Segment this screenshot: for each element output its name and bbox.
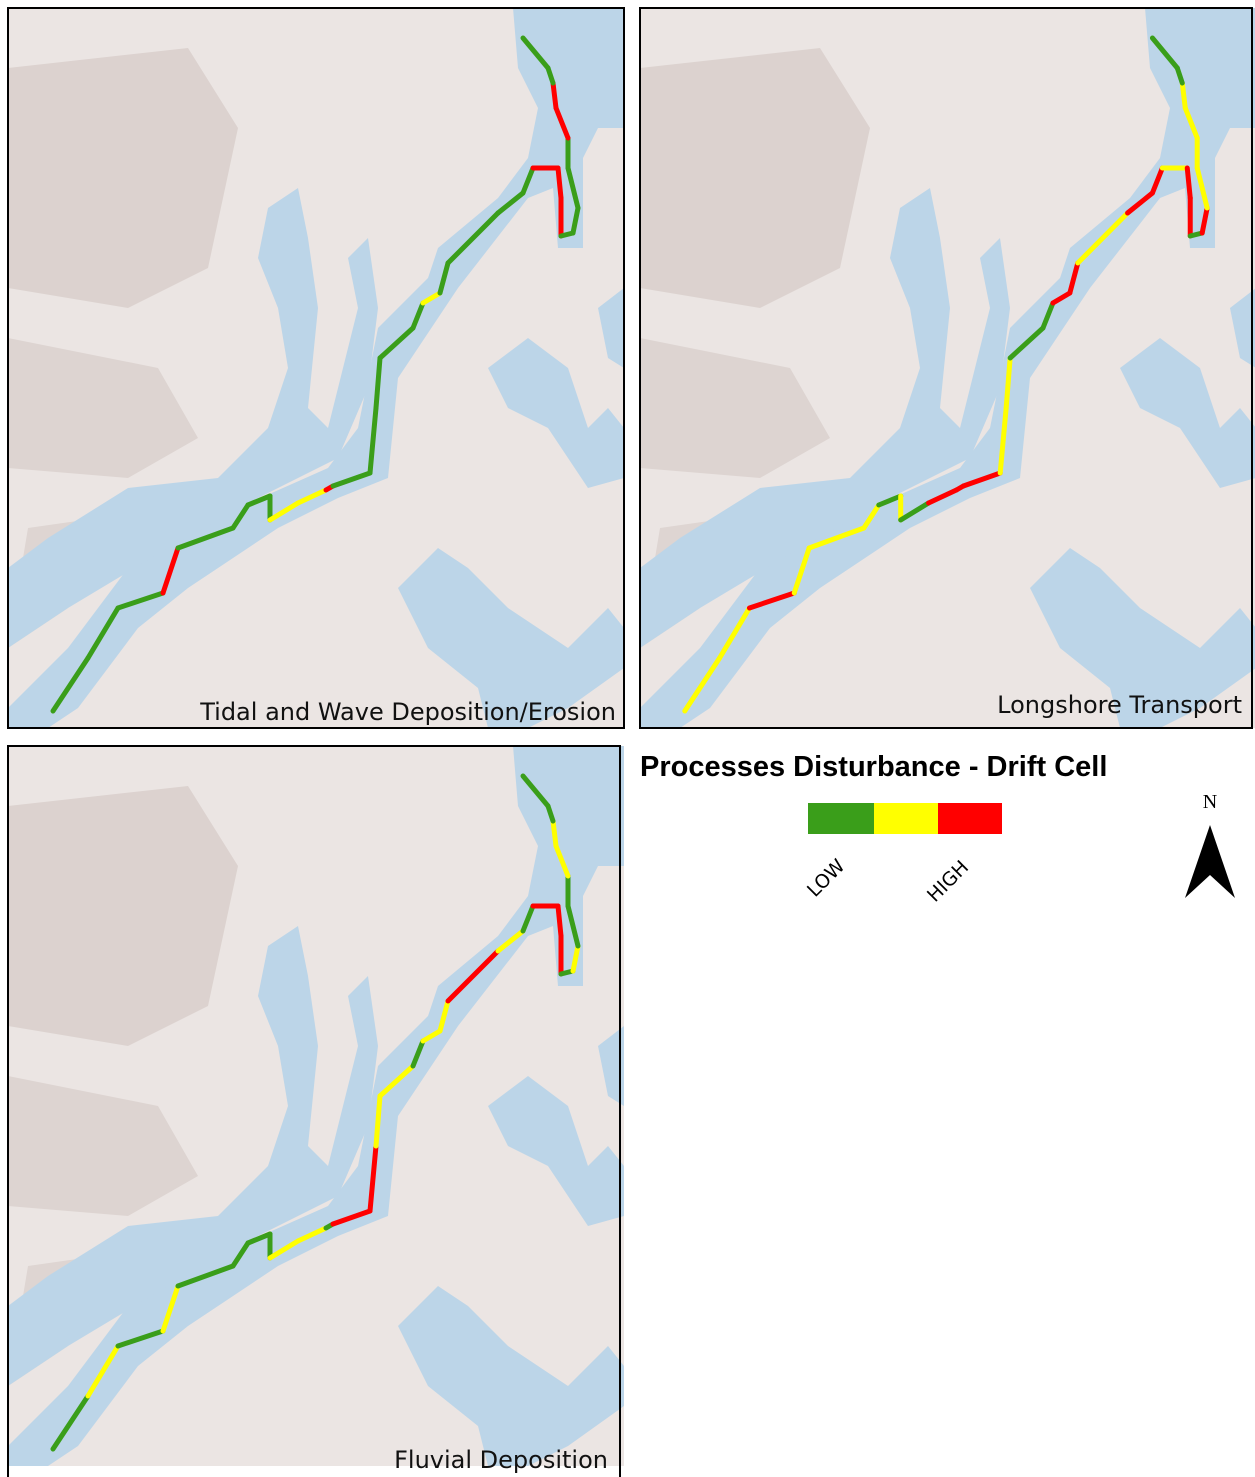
north-label: N xyxy=(1203,791,1217,813)
panel-label: Tidal and Wave Deposition/Erosion xyxy=(199,698,616,726)
shoreline-segment xyxy=(553,83,556,108)
figure: Tidal and Wave Deposition/Erosion Longsh… xyxy=(0,0,1255,1477)
north-arrow xyxy=(1185,825,1235,898)
shoreline-segment xyxy=(1182,83,1185,108)
map-panel: Fluvial Deposition xyxy=(8,746,624,1477)
map-panel: Tidal and Wave Deposition/Erosion xyxy=(8,8,624,728)
legend-low: LOW xyxy=(803,855,850,902)
map-panel: Longshore Transport xyxy=(640,8,1255,728)
shoreline-segment xyxy=(553,821,556,846)
panel-label: Longshore Transport xyxy=(997,691,1242,719)
shoreline-segment xyxy=(558,906,561,936)
shoreline-segment xyxy=(558,168,561,198)
shoreline-segment xyxy=(1187,168,1190,198)
panel-label: Fluvial Deposition xyxy=(394,1446,608,1474)
legend-swatch xyxy=(874,803,938,834)
legend-title: Processes Disturbance - Drift Cell xyxy=(640,751,1107,783)
legend-swatch xyxy=(808,803,874,834)
legend-swatch xyxy=(938,803,1002,834)
legend-high: HIGH xyxy=(923,856,973,906)
